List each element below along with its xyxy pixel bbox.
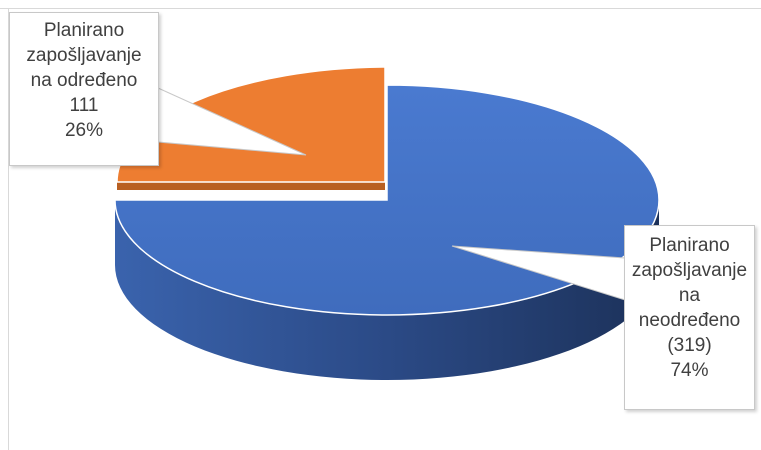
data-label-percent: 26% xyxy=(64,120,104,141)
data-label-line: zapošljavanje xyxy=(26,45,142,66)
pie-slice-side-neodredeno xyxy=(115,200,659,380)
data-label-line: neodređeno xyxy=(638,310,741,331)
chart-frame-left xyxy=(8,8,9,450)
data-label-line: Planirano xyxy=(649,235,730,256)
data-label-line: zapošljavanje xyxy=(631,260,748,281)
data-label-line: na određeno xyxy=(30,70,138,91)
pie-slice-side-odredeno xyxy=(117,182,385,190)
chart-frame-top xyxy=(0,8,761,9)
data-label-line: Planirano xyxy=(43,20,125,41)
data-label-value: (319) xyxy=(667,335,712,356)
data-label-percent: 74% xyxy=(670,360,709,381)
data-label-value: 111 xyxy=(69,95,99,116)
data-label-odredeno: Planirano zapošljavanje na određeno 111 … xyxy=(9,12,159,166)
data-label-neodredeno: Planirano zapošljavanje na neodređeno (3… xyxy=(624,225,755,410)
data-label-line: na xyxy=(678,285,701,306)
